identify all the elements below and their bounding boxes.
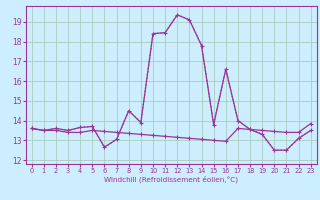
X-axis label: Windchill (Refroidissement éolien,°C): Windchill (Refroidissement éolien,°C) xyxy=(104,176,238,183)
